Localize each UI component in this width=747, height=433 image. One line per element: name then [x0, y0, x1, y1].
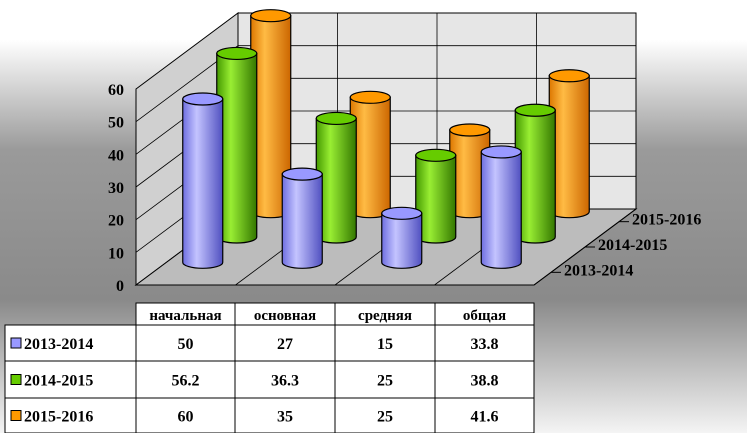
data-label: 60 — [178, 409, 194, 426]
data-label: 27 — [277, 336, 293, 353]
y-tick-label: 10 — [108, 245, 124, 262]
bar — [480, 145, 522, 269]
legend-key — [10, 374, 22, 385]
data-label: 50 — [178, 336, 194, 353]
data-label: 35 — [277, 409, 293, 426]
y-tick-label: 50 — [108, 115, 124, 132]
category-label: начальная — [149, 308, 221, 324]
category-label: общая — [463, 308, 506, 324]
data-label: 36.3 — [271, 373, 299, 390]
data-table: начальная основная средняя общая 2013-2014 50… — [4, 302, 535, 433]
series-axis-label: 2015-2016 — [632, 212, 701, 229]
category-label: средняя — [358, 308, 412, 324]
data-label: 56.2 — [172, 373, 200, 390]
depth-axis: 2013-2014 2014-2015 2015-2016 — [533, 208, 701, 286]
legend-label: 2015-2016 — [24, 409, 93, 426]
series-axis-label: 2013-2014 — [564, 262, 633, 279]
y-tick-label: 40 — [108, 147, 124, 164]
bar — [415, 148, 457, 244]
bar — [381, 206, 423, 269]
legend-label: 2014-2015 — [24, 373, 93, 390]
y-tick-label: 0 — [116, 278, 124, 295]
bar — [250, 9, 292, 219]
legend-key — [10, 337, 22, 349]
y-tick-label: 60 — [108, 82, 124, 99]
data-label: 25 — [377, 409, 393, 426]
category-label: основная — [254, 308, 316, 324]
data-label: 41.6 — [471, 409, 499, 426]
series-axis-label: 2014-2015 — [598, 237, 667, 254]
data-label: 33.8 — [471, 336, 499, 353]
legend-key — [10, 410, 22, 421]
data-label: 25 — [377, 373, 393, 390]
data-label: 15 — [377, 336, 393, 353]
y-tick-label: 30 — [108, 180, 124, 197]
y-axis: 0 10 20 30 40 50 60 — [108, 82, 124, 295]
bar — [281, 167, 323, 269]
gridline — [135, 45, 636, 122]
legend-label: 2013-2014 — [24, 336, 93, 353]
bars — [182, 9, 590, 269]
bar — [216, 46, 258, 244]
data-label: 38.8 — [471, 373, 499, 390]
y-tick-label: 20 — [108, 213, 124, 230]
bar — [182, 92, 224, 269]
